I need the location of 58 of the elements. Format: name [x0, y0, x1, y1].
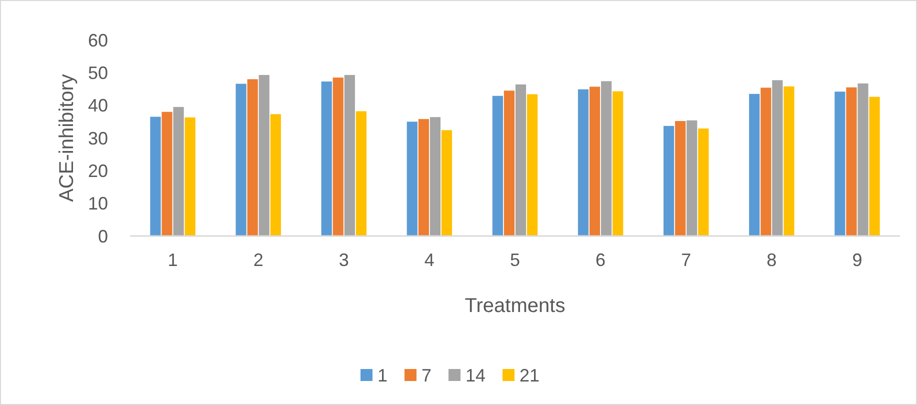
y-tick-label: 50 [88, 62, 108, 83]
bar [698, 128, 709, 236]
bar [430, 117, 441, 236]
y-tick-label: 40 [88, 96, 108, 116]
bar [675, 121, 686, 236]
y-axis-title: ACE-inhibitory [56, 74, 78, 202]
bar [834, 92, 846, 236]
bar [578, 89, 589, 236]
bar [601, 81, 612, 236]
bar [321, 81, 332, 236]
bar [344, 74, 355, 236]
bar [270, 114, 281, 236]
y-tick-label: 0 [98, 226, 108, 246]
bar [150, 116, 161, 236]
y-tick-label: 10 [88, 194, 108, 214]
bar [686, 120, 698, 236]
bar [664, 126, 674, 236]
bar [504, 90, 515, 236]
bar [526, 94, 538, 236]
bar [418, 119, 429, 236]
x-tick-label: 4 [424, 250, 434, 270]
bar [784, 86, 794, 236]
y-tick-label: 60 [88, 30, 108, 50]
x-tick-label: 3 [338, 250, 349, 270]
bar [332, 78, 344, 236]
bar [515, 84, 526, 236]
legend-label: 14 [466, 365, 486, 386]
bar [760, 88, 772, 236]
x-tick-label: 7 [681, 250, 692, 270]
x-tick-label: 9 [852, 250, 862, 270]
bar [184, 117, 196, 236]
bar [772, 80, 783, 236]
y-tick-label: 30 [88, 128, 108, 148]
legend-label: 7 [422, 365, 432, 386]
bar [492, 96, 504, 236]
bar [247, 79, 258, 236]
bar [356, 111, 366, 236]
bar [258, 74, 270, 236]
bar [749, 94, 760, 236]
y-tick-label: 20 [88, 160, 108, 181]
x-tick-label: 5 [510, 250, 520, 270]
bar [162, 112, 172, 236]
x-tick-label: 8 [766, 250, 777, 270]
x-tick-label: 2 [253, 250, 264, 270]
legend-label: 21 [520, 365, 540, 386]
x-tick-label: 1 [168, 250, 178, 270]
bar [858, 83, 868, 236]
bar [869, 96, 880, 236]
bar [846, 87, 857, 236]
bar [173, 106, 184, 236]
bar [589, 86, 600, 236]
bar [612, 91, 624, 236]
bar [406, 122, 418, 236]
x-tick-label: 6 [596, 250, 606, 270]
x-axis-title: Treatments [464, 295, 566, 317]
legend-label: 1 [378, 365, 388, 386]
bar [236, 84, 246, 236]
bar [441, 130, 452, 236]
